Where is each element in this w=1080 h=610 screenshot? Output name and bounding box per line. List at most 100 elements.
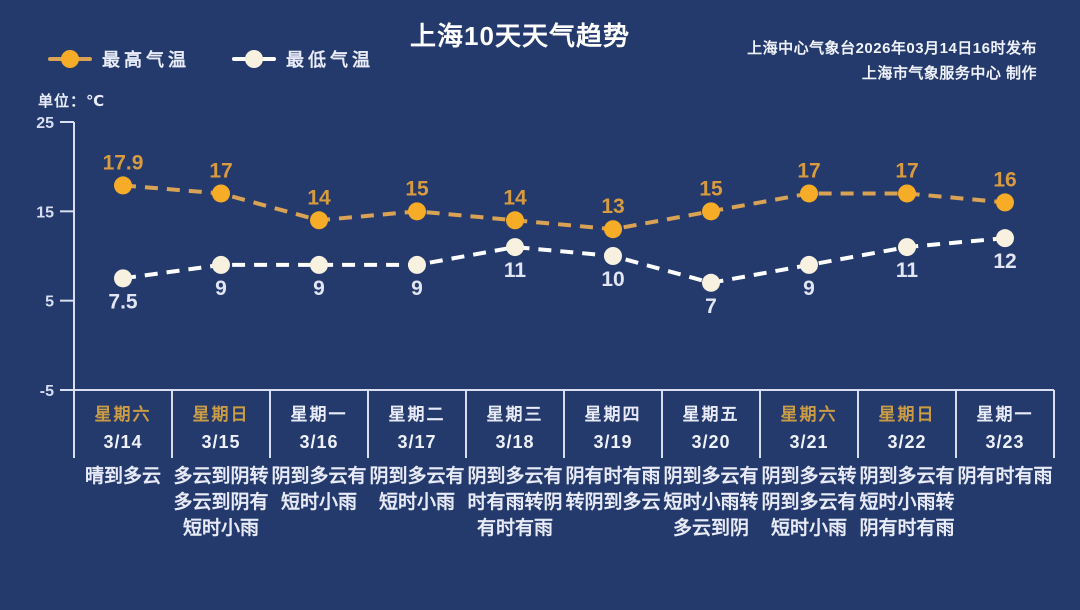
weekday-label: 星期日	[878, 405, 936, 424]
weekday-label: 星期一	[290, 405, 348, 424]
publisher-line1: 上海中心气象台2026年03月14日16时发布	[747, 40, 1037, 57]
day-cell: 星期四 3/19 阴有时有雨转阴到多云	[564, 391, 662, 516]
day-cell: 星期一 3/23 阴有时有雨	[956, 391, 1054, 490]
high-temp-value-label: 14	[503, 186, 527, 209]
high-temp-point	[408, 202, 426, 221]
legend-item-high: 最高气温	[48, 46, 190, 72]
weather-text: 阴到多云有短时小雨转多云到阴	[663, 466, 759, 539]
high-temp-point	[604, 220, 622, 239]
high-temp-value-label: 17	[797, 159, 820, 182]
low-temp-dot-icon	[245, 50, 263, 68]
weather-text: 阴到多云转阴到多云有短时小雨	[761, 466, 857, 539]
y-tick-label: -5	[40, 383, 54, 400]
low-temp-point	[506, 238, 524, 257]
high-temp-value-label: 13	[601, 195, 624, 218]
high-temp-point	[898, 184, 916, 203]
low-temp-value-label: 11	[504, 259, 527, 282]
low-temp-line-icon	[232, 50, 276, 68]
low-temp-value-label: 11	[896, 259, 919, 282]
weather-text: 多云到阴转多云到阴有短时小雨	[173, 466, 269, 539]
date-label: 3/15	[201, 432, 241, 452]
date-label: 3/16	[299, 432, 339, 452]
y-tick-label: 25	[36, 115, 54, 132]
low-temp-value-label: 9	[215, 277, 227, 300]
high-temp-value-label: 15	[405, 177, 429, 200]
legend-label-low: 最低气温	[286, 50, 374, 70]
low-temp-point	[996, 229, 1014, 248]
weather-text: 阴到多云有时有雨转阴有时有雨	[467, 466, 563, 539]
day-cell: 星期二 3/17 阴到多云有短时小雨	[368, 391, 466, 516]
day-cell: 星期一 3/16 阴到多云有短时小雨	[270, 391, 368, 516]
weekday-label: 星期日	[192, 405, 250, 424]
high-temp-value-label: 16	[993, 168, 1016, 191]
day-cell: 星期日 3/22 阴到多云有短时小雨转阴有时有雨	[858, 391, 956, 542]
weekday-label: 星期六	[94, 405, 152, 424]
y-tick-label: 15	[36, 204, 54, 221]
weather-text: 阴到多云有短时小雨	[271, 466, 367, 513]
day-cell: 星期六 3/21 阴到多云转阴到多云有短时小雨	[760, 391, 858, 542]
high-temp-value-label: 17.9	[103, 151, 144, 174]
weather-text: 阴到多云有短时小雨	[369, 466, 465, 513]
day-cell: 星期六 3/14 晴到多云	[74, 391, 172, 490]
low-temp-point	[114, 269, 132, 288]
day-cell: 星期五 3/20 阴到多云有短时小雨转多云到阴	[662, 391, 760, 542]
date-label: 3/21	[789, 432, 829, 452]
high-temp-value-label: 17	[209, 159, 232, 182]
date-label: 3/23	[985, 432, 1025, 452]
low-temp-point	[212, 255, 230, 274]
legend-label-high: 最高气温	[102, 50, 190, 70]
high-temp-value-label: 15	[699, 177, 723, 200]
low-temp-value-label: 9	[313, 277, 325, 300]
weather-text: 阴有时有雨	[957, 466, 1053, 487]
weekday-label: 星期三	[486, 405, 544, 424]
weekday-label: 星期一	[976, 405, 1034, 424]
publisher-info: 上海中心气象台2026年03月14日16时发布 上海市气象服务中心 制作	[747, 36, 1037, 86]
weekday-label: 星期四	[584, 405, 642, 424]
low-temp-line	[122, 236, 1006, 285]
weather-text: 阴有时有雨转阴到多云	[565, 466, 661, 513]
date-label: 3/22	[887, 432, 927, 452]
y-tick-label: 5	[45, 294, 54, 311]
high-temp-point	[702, 202, 720, 221]
high-temp-point	[114, 176, 132, 195]
weekday-label: 星期六	[780, 405, 838, 424]
high-temp-point	[996, 193, 1014, 212]
low-temp-point	[408, 255, 426, 274]
high-temp-point	[800, 184, 818, 203]
low-temp-value-label: 10	[601, 268, 624, 291]
high-temp-value-label: 17	[895, 159, 918, 182]
low-temp-value-label: 7.5	[108, 290, 138, 313]
low-temp-value-label: 12	[993, 250, 1016, 273]
legend: 最高气温 最低气温	[48, 46, 374, 72]
unit-label: 单位：℃	[38, 93, 106, 110]
date-label: 3/18	[495, 432, 535, 452]
weekday-label: 星期五	[682, 405, 740, 424]
high-temp-value-label: 14	[307, 186, 331, 209]
high-temp-dot-icon	[61, 50, 79, 68]
date-label: 3/17	[397, 432, 437, 452]
low-temp-point	[702, 273, 720, 292]
date-label: 3/19	[593, 432, 633, 452]
weekday-label: 星期二	[388, 405, 446, 424]
legend-item-low: 最低气温	[232, 46, 374, 72]
low-temp-point	[800, 255, 818, 274]
high-temp-line-icon	[48, 50, 92, 68]
low-temp-value-label: 7	[705, 295, 717, 318]
low-temp-point	[604, 247, 622, 265]
high-temp-line	[122, 183, 1006, 232]
high-temp-point	[212, 184, 230, 203]
page-title: 上海10天天气趋势	[410, 21, 630, 51]
low-temp-value-label: 9	[803, 277, 815, 300]
day-cell: 星期三 3/18 阴到多云有时有雨转阴有时有雨	[466, 391, 564, 542]
low-temp-value-label: 9	[411, 277, 423, 300]
date-label: 3/20	[691, 432, 731, 452]
low-temp-point	[310, 255, 328, 274]
publisher-line2: 上海市气象服务中心 制作	[861, 65, 1037, 82]
low-temp-point	[898, 238, 916, 257]
day-cell: 星期日 3/15 多云到阴转多云到阴有短时小雨	[172, 391, 270, 542]
date-label: 3/14	[103, 432, 143, 452]
weather-text: 晴到多云	[84, 466, 161, 487]
high-temp-point	[310, 211, 328, 230]
